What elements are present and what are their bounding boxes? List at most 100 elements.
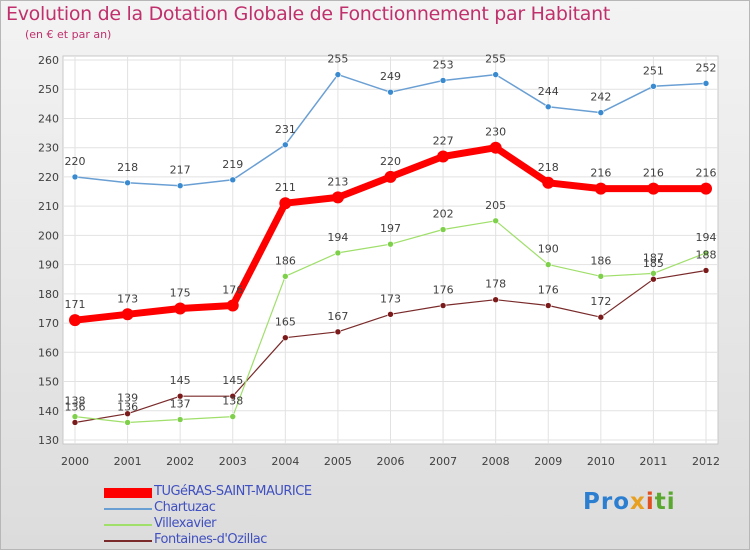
data-point: [384, 170, 397, 183]
data-label: 220: [380, 155, 401, 168]
data-label: 231: [275, 123, 296, 136]
data-point: [647, 182, 660, 195]
data-point: [542, 176, 555, 189]
data-label: 252: [696, 61, 717, 74]
x-tick-label: 2012: [692, 455, 720, 468]
data-label: 165: [275, 316, 296, 329]
data-label: 190: [538, 243, 559, 256]
x-tick-label: 2005: [324, 455, 352, 468]
data-label: 145: [222, 374, 243, 387]
legend-swatch: [104, 540, 152, 542]
legend-label: Chartuzac: [154, 500, 216, 515]
data-point: [594, 182, 607, 195]
x-tick-label: 2009: [534, 455, 562, 468]
data-label: 218: [538, 161, 559, 174]
x-tick-label: 2000: [61, 455, 89, 468]
data-point: [282, 141, 289, 149]
legend-label: TUGéRAS-SAINT-MAURICE: [154, 484, 312, 499]
y-tick-label: 140: [38, 405, 59, 418]
data-label: 176: [222, 284, 243, 297]
y-tick-label: 250: [38, 83, 59, 96]
data-label: 194: [327, 231, 348, 244]
data-label: 176: [538, 284, 559, 297]
data-point: [229, 413, 237, 420]
data-point: [331, 191, 344, 204]
data-point: [489, 141, 502, 154]
data-label: 167: [327, 310, 348, 323]
data-point: [700, 182, 712, 195]
y-tick-label: 180: [38, 288, 59, 301]
data-point: [69, 314, 81, 327]
data-point: [597, 313, 605, 321]
data-point: [124, 419, 131, 426]
data-label: 172: [590, 295, 611, 308]
data-label: 197: [380, 222, 401, 235]
x-tick-label: 2004: [271, 455, 299, 468]
data-label: 255: [327, 53, 348, 66]
data-label: 253: [433, 58, 454, 71]
data-label: 187: [643, 251, 664, 264]
data-point: [229, 392, 237, 400]
data-label: 145: [170, 374, 191, 387]
data-label: 227: [433, 134, 454, 147]
y-tick-label: 220: [38, 171, 59, 184]
x-tick-label: 2003: [219, 455, 247, 468]
data-label: 173: [380, 292, 401, 305]
data-point: [387, 240, 394, 248]
data-label: 137: [170, 398, 191, 411]
data-point: [174, 302, 187, 315]
x-tick-label: 2008: [482, 455, 510, 468]
data-point: [702, 249, 710, 257]
data-point: [71, 413, 79, 420]
x-tick-label: 2001: [114, 455, 142, 468]
data-point: [121, 308, 134, 321]
y-tick-label: 260: [38, 54, 59, 67]
data-label: 242: [590, 91, 611, 104]
data-point: [124, 410, 131, 417]
y-tick-label: 160: [38, 346, 59, 359]
data-label: 136: [65, 400, 86, 413]
data-point: [176, 182, 184, 189]
data-label: 217: [170, 164, 191, 177]
data-point: [702, 80, 710, 87]
data-point: [387, 311, 394, 318]
y-tick-label: 150: [38, 376, 59, 389]
legend-swatch: [104, 508, 152, 510]
data-point: [650, 275, 657, 283]
x-tick-label: 2006: [377, 455, 405, 468]
data-label: 218: [117, 161, 138, 174]
proxiti-logo: Proxiti: [583, 489, 676, 515]
data-label: 186: [590, 254, 611, 267]
legend-label: Fontaines-d'Ozillac: [154, 532, 267, 547]
chart-title: Evolution de la Dotation Globale de Fonc…: [6, 3, 611, 25]
y-tick-label: 230: [38, 142, 59, 155]
chart-subtitle: (en € et par an): [25, 28, 112, 41]
legend-swatch: [104, 524, 152, 526]
data-label: 188: [696, 248, 717, 261]
data-point: [439, 226, 447, 233]
data-point: [387, 88, 394, 96]
data-label: 216: [696, 167, 717, 180]
data-point: [544, 103, 552, 111]
data-label: 136: [117, 400, 138, 413]
x-tick-label: 2010: [587, 455, 615, 468]
data-label: 186: [275, 254, 296, 267]
x-tick-label: 2007: [429, 455, 457, 468]
data-point: [176, 416, 184, 423]
y-tick-label: 130: [38, 434, 59, 447]
data-point: [544, 302, 552, 309]
data-label: 205: [485, 199, 506, 212]
data-label: 139: [117, 392, 138, 405]
data-label: 185: [643, 257, 664, 270]
data-point: [71, 173, 79, 181]
data-label: 138: [65, 395, 86, 408]
data-point: [229, 176, 237, 184]
data-point: [71, 419, 79, 426]
data-point: [226, 299, 239, 312]
data-point: [702, 267, 710, 274]
data-point: [437, 150, 450, 163]
data-label: 230: [485, 126, 506, 139]
data-label: 219: [222, 158, 243, 171]
data-point: [334, 328, 342, 336]
